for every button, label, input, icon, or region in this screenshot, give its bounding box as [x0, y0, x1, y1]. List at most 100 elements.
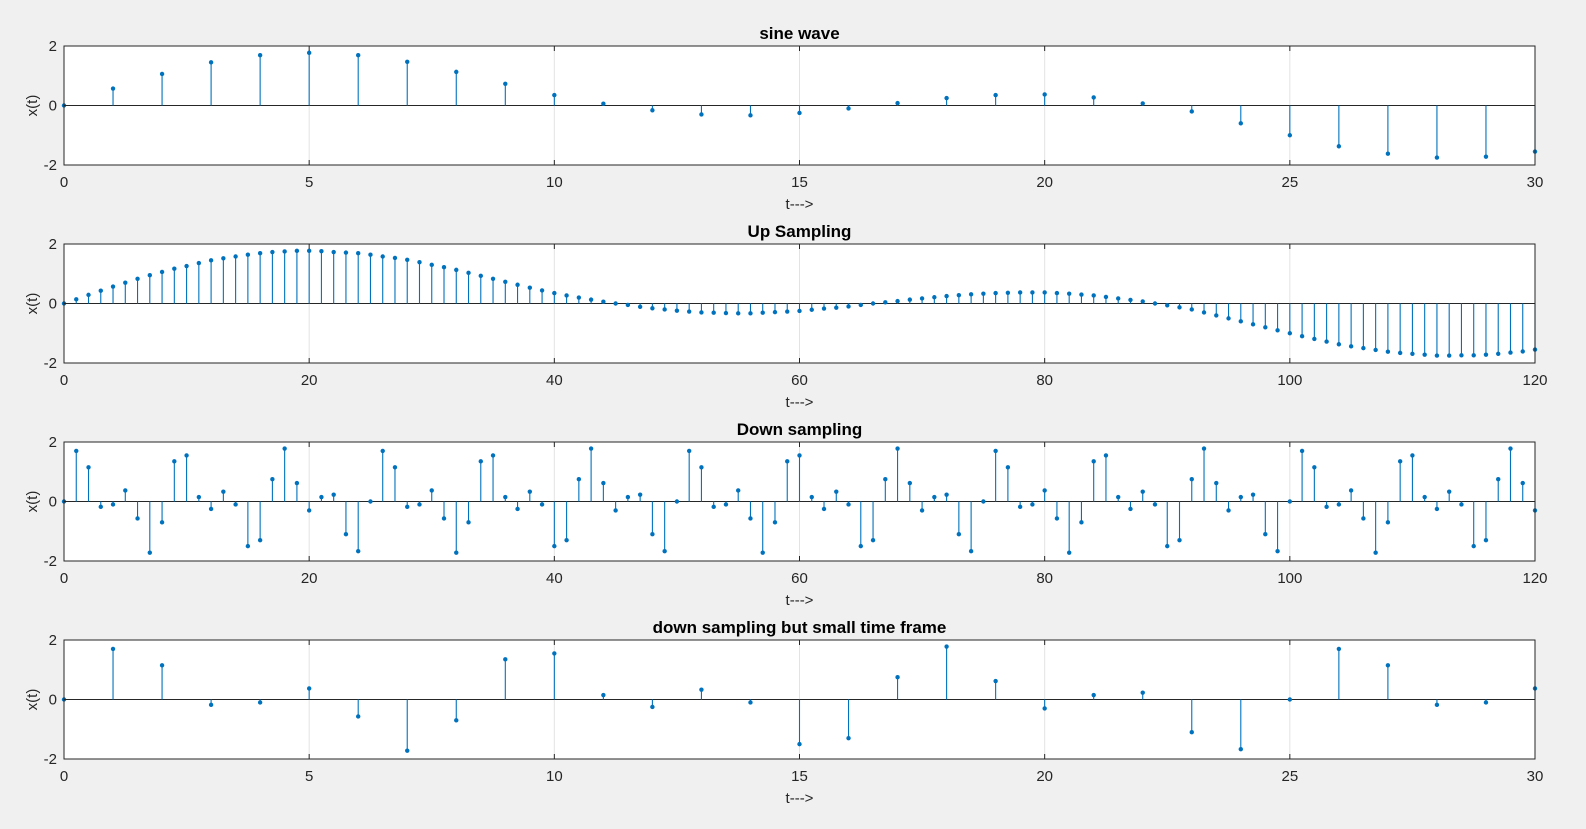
stem-marker [441, 516, 447, 521]
stem-marker [319, 494, 324, 500]
stem-marker [135, 276, 140, 282]
stem-marker [993, 290, 998, 296]
stem-marker [356, 548, 361, 554]
stem-marker [1250, 322, 1256, 327]
stem-marker [233, 502, 238, 507]
stem-marker [895, 298, 900, 304]
stem-marker [1471, 353, 1476, 358]
stem-marker [1348, 488, 1354, 493]
stem-marker [368, 499, 373, 504]
x-tick-label: 20 [301, 570, 318, 587]
x-tick-label: 0 [60, 768, 68, 785]
x-tick-label: 5 [305, 174, 313, 191]
stem-marker [1054, 290, 1060, 296]
stem-marker [895, 446, 900, 451]
stem-marker [552, 92, 557, 98]
stem-marker [1054, 516, 1060, 521]
stem-marker [1042, 488, 1047, 493]
stem-marker [1238, 494, 1244, 500]
stem-marker [1116, 296, 1121, 301]
y-axis-label: x(t) [24, 293, 41, 315]
stem-marker [1385, 663, 1391, 668]
stem-marker [748, 311, 753, 316]
stem-marker [294, 480, 300, 486]
stem-marker [846, 735, 851, 741]
stem-marker [1177, 305, 1182, 310]
stem-marker [1275, 328, 1280, 333]
x-tick-label: 15 [791, 174, 808, 191]
stem-marker [1287, 331, 1293, 336]
stem-marker [74, 448, 79, 454]
stem-marker [1201, 310, 1207, 315]
stem-marker [490, 453, 496, 458]
stem-marker [159, 269, 165, 275]
stem-marker [625, 494, 631, 500]
y-tick-label: 0 [49, 296, 57, 313]
stem-marker [944, 293, 949, 299]
y-tick-label: 0 [49, 98, 57, 115]
stem-marker [233, 254, 238, 259]
stem-marker [110, 284, 116, 289]
stem-marker [748, 516, 753, 521]
stem-marker [356, 714, 361, 719]
chart-title: Up Sampling [748, 222, 852, 241]
stem-marker [1066, 291, 1072, 296]
stem-marker [405, 59, 410, 64]
stem-marker [564, 537, 569, 543]
stem-marker [1434, 702, 1440, 708]
stem-marker [490, 276, 496, 282]
stem-marker [1177, 537, 1182, 543]
stem-marker [736, 311, 741, 316]
stem-marker [1079, 292, 1084, 297]
stem-marker [1336, 502, 1342, 507]
stem-marker [208, 60, 214, 65]
stem-marker [1385, 151, 1391, 156]
chart-title: Down sampling [737, 420, 863, 439]
stem-marker [1287, 499, 1293, 504]
stem-marker [257, 537, 263, 543]
stem-marker [785, 309, 790, 314]
stem-marker [1042, 92, 1047, 97]
stem-marker [711, 310, 716, 315]
x-tick-label: 80 [1036, 570, 1053, 587]
stem-marker [1496, 351, 1501, 356]
x-tick-label: 0 [60, 372, 68, 389]
stem-marker [1483, 700, 1489, 705]
stem-marker [1336, 144, 1342, 149]
stem-marker [356, 251, 361, 256]
stem-marker [981, 499, 986, 504]
stem-marker [1508, 350, 1513, 355]
y-tick-label: 0 [49, 494, 57, 511]
stem-marker [1397, 459, 1403, 464]
stem-marker [870, 537, 876, 543]
stem-marker [1042, 706, 1047, 711]
stem-marker [674, 308, 680, 313]
stem-marker [601, 692, 606, 698]
stem-marker [221, 489, 226, 494]
stem-marker [478, 273, 483, 279]
stem-marker [245, 543, 251, 549]
stem-marker [1348, 344, 1354, 349]
x-tick-label: 20 [1036, 768, 1053, 785]
stem-marker [503, 81, 508, 86]
stem-marker [772, 520, 778, 525]
x-tick-label: 120 [1522, 372, 1547, 389]
stem-marker [257, 251, 263, 256]
stem-marker [1446, 489, 1452, 494]
stem-marker [380, 448, 385, 454]
stem-marker [159, 520, 165, 525]
stem-marker [110, 502, 116, 507]
stem-marker [1238, 319, 1244, 324]
stem-marker [981, 291, 986, 296]
stem-marker [539, 288, 545, 293]
stem-marker [294, 248, 300, 254]
stem-marker [650, 704, 655, 710]
stem-marker [993, 678, 998, 684]
stem-marker [1312, 465, 1317, 470]
y-tick-label: 2 [49, 434, 57, 451]
stem-marker [870, 301, 876, 306]
stem-marker [1005, 290, 1011, 295]
stem-marker [1312, 336, 1317, 342]
